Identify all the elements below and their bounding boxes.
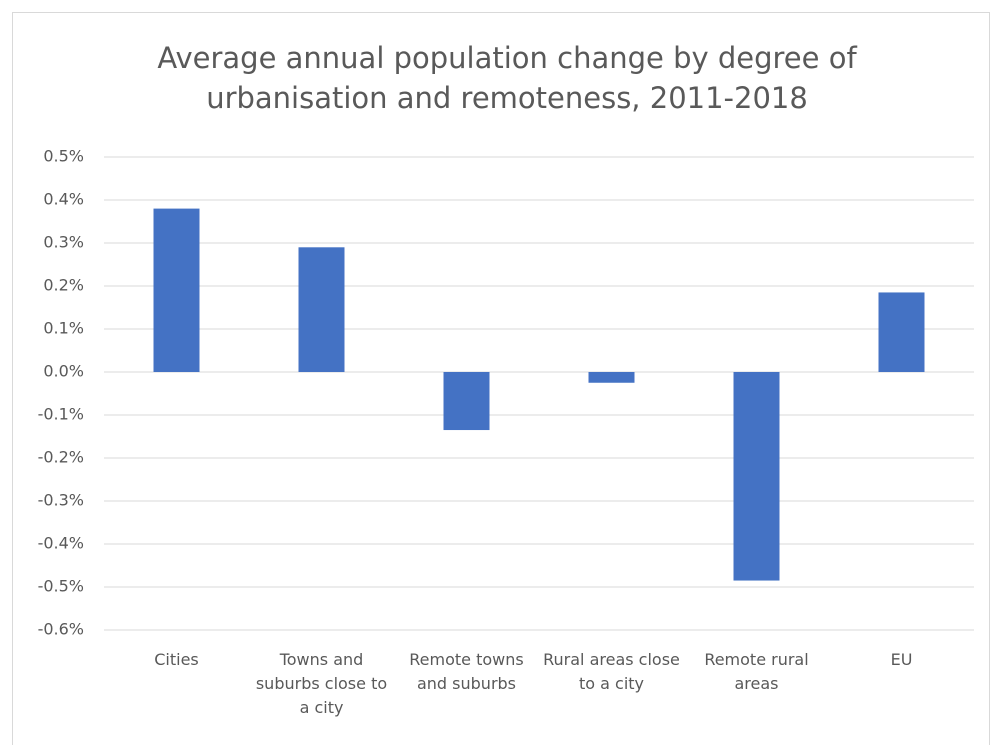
y-tick-label: 0.2% [43, 276, 84, 295]
y-tick-label: -0.5% [38, 577, 84, 596]
chart-border [12, 12, 990, 745]
x-tick-label: EU [890, 650, 913, 669]
y-tick-label: -0.1% [38, 405, 84, 424]
y-tick-label: -0.4% [38, 534, 84, 553]
x-tick-label: Rural areas close to a city [543, 650, 680, 693]
y-tick-label: 0.3% [43, 233, 84, 252]
chart-title: Average annual population change by degr… [157, 41, 857, 115]
x-tick-label: Remote rural areas [704, 650, 809, 693]
y-tick-label: -0.6% [38, 620, 84, 639]
x-tick-label: Remote towns and suburbs [409, 650, 524, 693]
bar [588, 372, 635, 383]
bar [153, 208, 200, 372]
bar [733, 372, 780, 581]
y-tick-label: 0.0% [43, 362, 84, 381]
x-tick-label: Cities [154, 650, 199, 669]
bar [298, 247, 345, 372]
y-tick-label: -0.2% [38, 448, 84, 467]
bar [878, 292, 925, 372]
x-tick-label: Towns and suburbs close to a city [255, 650, 388, 717]
y-tick-label: 0.5% [43, 147, 84, 166]
y-tick-label: 0.1% [43, 319, 84, 338]
y-tick-label: 0.4% [43, 190, 84, 209]
bar [443, 372, 490, 431]
y-tick-label: -0.3% [38, 491, 84, 510]
